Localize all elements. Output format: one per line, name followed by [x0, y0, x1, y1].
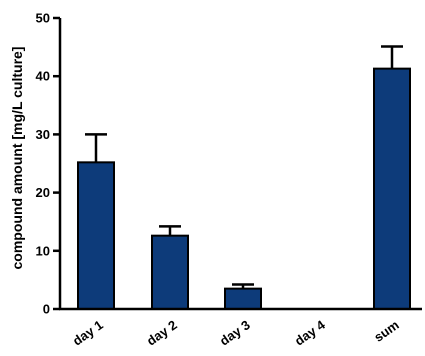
bars-group: [77, 67, 411, 311]
x-labels-group: day 1 day 2 day 3 day 4 sum: [70, 317, 402, 349]
y-tick-label: 10: [36, 243, 50, 258]
axes-group: [58, 18, 422, 311]
y-tick-label: 30: [36, 127, 50, 142]
bar-day-2: [151, 234, 189, 310]
x-tick-label: day 4: [292, 317, 328, 349]
x-tick-label: sum: [371, 317, 402, 345]
y-tick-label: 40: [36, 69, 50, 84]
y-tick-label: 20: [36, 185, 50, 200]
y-tick-label: 50: [36, 11, 50, 26]
y-tick-label: 0: [43, 302, 50, 317]
bar-day-3: [224, 287, 262, 311]
y-ticks-group: 0 10 20 30 40 50: [36, 11, 60, 317]
y-axis-title: compound amount [mg/L culture]: [9, 47, 25, 270]
bar-sum: [373, 67, 411, 310]
x-tick-label: day 3: [217, 317, 253, 348]
error-bars-group: [85, 45, 403, 289]
x-tick-label: day 2: [144, 317, 180, 348]
x-tick-label: day 1: [70, 317, 106, 348]
bar-day-1: [77, 161, 115, 310]
